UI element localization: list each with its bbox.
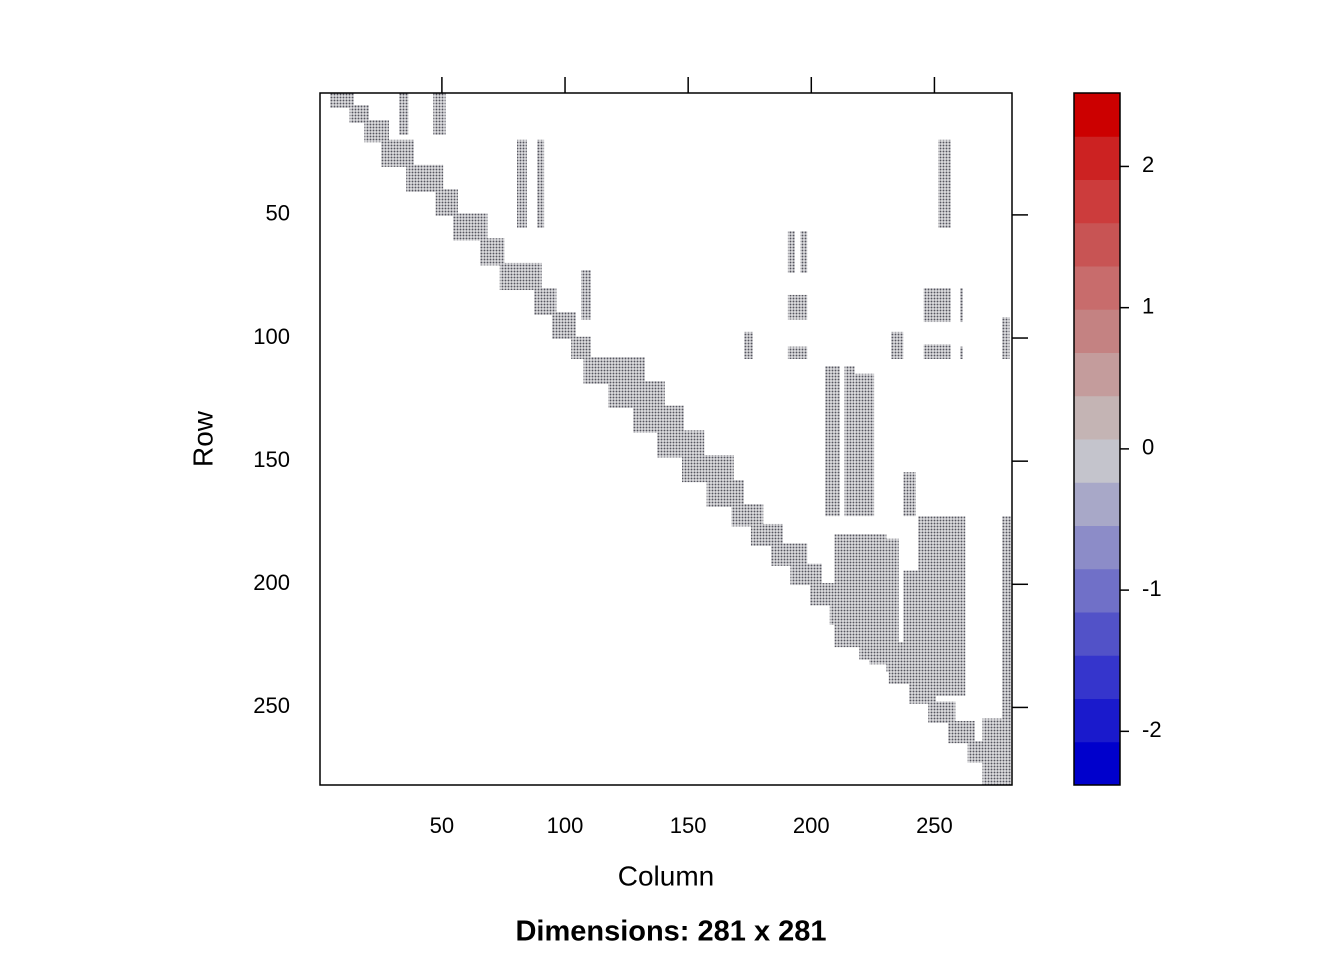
- nonzero-block: [499, 262, 542, 291]
- plot-frame: [319, 92, 1013, 786]
- nonzero-block: [682, 455, 734, 483]
- colorbar-tick-label: -2: [1142, 717, 1162, 742]
- nonzero-block: [364, 120, 389, 143]
- nonzero-block: [923, 287, 951, 323]
- nonzero-block: [657, 430, 705, 458]
- nonzero-block: [517, 139, 527, 229]
- colorbar-band: [1074, 525, 1120, 570]
- nonzero-block: [886, 538, 899, 672]
- colorbar-band: [1074, 741, 1120, 786]
- colorbar-band: [1074, 352, 1120, 397]
- x-axis-label: Column: [618, 860, 714, 891]
- nonzero-block: [787, 230, 796, 273]
- nonzero-block: [947, 720, 976, 744]
- nonzero-block: [810, 583, 843, 606]
- nonzero-block: [891, 331, 904, 359]
- colorbar-band: [1074, 93, 1120, 137]
- colorbar-band: [1074, 655, 1120, 699]
- nonzero-block: [960, 346, 963, 359]
- colorbar-band: [1074, 568, 1120, 613]
- nonzero-block: [938, 139, 951, 229]
- nonzero-block: [903, 570, 919, 685]
- nonzero-block: [406, 164, 444, 192]
- nonzero-block: [381, 139, 414, 167]
- nonzero-block: [787, 294, 808, 320]
- nonzero-block: [787, 346, 808, 359]
- nonzero-block: [859, 533, 887, 660]
- nonzero-block: [844, 366, 855, 517]
- nonzero-block: [800, 230, 808, 273]
- nonzero-block: [918, 516, 966, 697]
- nonzero-block: [750, 523, 783, 547]
- colorbar-band: [1074, 309, 1120, 353]
- nonzero-block: [551, 312, 577, 340]
- nonzero-block: [608, 381, 665, 409]
- x-tick-label: 100: [547, 813, 584, 838]
- colorbar-band: [1074, 612, 1120, 656]
- nonzero-block: [349, 105, 370, 123]
- colorbar-tick-label: 0: [1142, 435, 1154, 460]
- colorbar-frame: [1073, 92, 1121, 786]
- colorbar-band: [1074, 395, 1120, 440]
- nonzero-block: [534, 287, 557, 315]
- nonzero-block: [329, 93, 355, 108]
- nonzero-block: [854, 373, 875, 517]
- nonzero-block: [790, 563, 823, 586]
- nonzero-block: [398, 93, 409, 135]
- colorbar-band: [1074, 266, 1120, 310]
- nonzero-block: [982, 718, 1012, 785]
- nonzero-block: [632, 405, 685, 433]
- nonzero-block: [581, 270, 591, 320]
- nonzero-block: [1002, 317, 1010, 359]
- colorbar-band: [1074, 136, 1120, 180]
- colorbar-tick-label: 1: [1142, 293, 1154, 318]
- nonzero-block: [743, 331, 754, 359]
- colorbar-band: [1074, 439, 1120, 483]
- colorbar-tick-label: 2: [1142, 152, 1154, 177]
- x-tick-label: 250: [916, 813, 953, 838]
- nonzero-block: [923, 344, 951, 359]
- nonzero-block: [706, 479, 744, 507]
- colorbar-band: [1074, 698, 1120, 743]
- colorbar-band: [1074, 482, 1120, 526]
- nonzero-block: [452, 213, 488, 241]
- y-tick-label: 50: [266, 201, 290, 226]
- nonzero-block: [960, 287, 963, 323]
- nonzero-block: [571, 336, 591, 359]
- nonzero-block: [536, 139, 545, 229]
- x-tick-label: 150: [670, 813, 707, 838]
- nonzero-block: [824, 366, 840, 517]
- nonzero-block: [1002, 516, 1012, 746]
- nonzero-block: [433, 93, 446, 135]
- nonzero-block: [903, 472, 916, 517]
- y-axis-label: Row: [187, 410, 218, 467]
- y-tick-label: 200: [253, 570, 290, 595]
- nonzero-block: [480, 238, 505, 266]
- chart-title: Dimensions: 281 x 281: [515, 916, 826, 948]
- y-tick-label: 250: [253, 693, 290, 718]
- colorbar-band: [1074, 179, 1120, 224]
- nonzero-block: [583, 356, 646, 384]
- colorbar-tick-label: -1: [1142, 576, 1162, 601]
- x-tick-label: 50: [430, 813, 454, 838]
- nonzero-block: [731, 504, 764, 527]
- nonzero-block: [435, 189, 458, 217]
- colorbar-band: [1074, 222, 1120, 267]
- y-tick-label: 100: [253, 324, 290, 349]
- nonzero-block: [770, 543, 808, 566]
- y-tick-label: 150: [253, 447, 290, 472]
- x-tick-label: 200: [793, 813, 830, 838]
- nonzero-block: [928, 701, 956, 724]
